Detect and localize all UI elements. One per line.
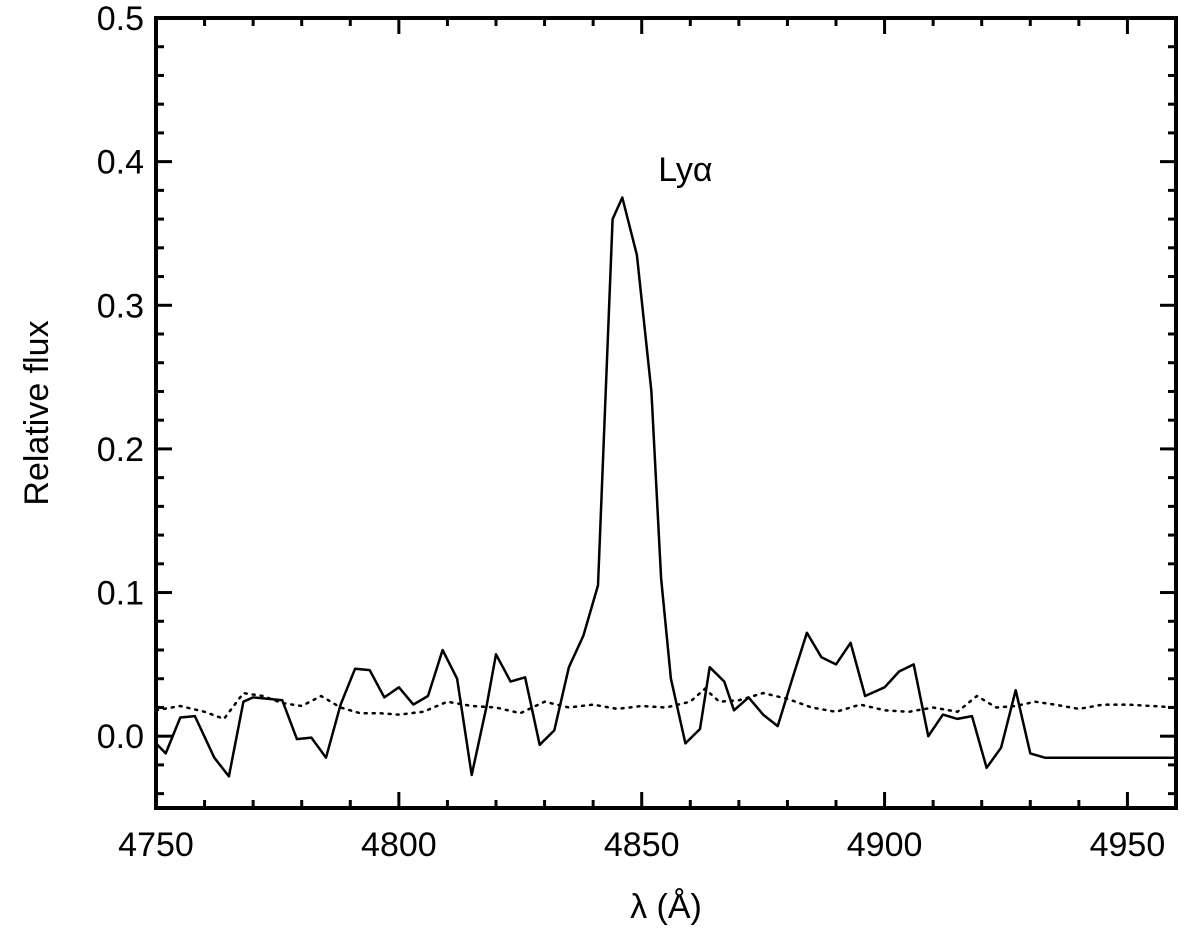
x-tick-label: 4800 [361,826,437,864]
y-tick-label: 0.2 [97,431,144,469]
y-tick-label: 0.1 [97,575,144,613]
plot-frame [154,16,1178,810]
x-tick-label: 4750 [118,826,194,864]
y-tick-label: 0.4 [97,144,144,182]
x-tick-label: 4850 [604,826,680,864]
plot-area [154,196,1178,778]
flux-spectrum-line [155,196,1176,778]
y-tick-label: 0.3 [97,287,144,325]
axis-tick-labels: 4750 4800 4850 4900 4950 0.0 0.1 0.2 0.3 0.4 0.5 [97,0,1166,864]
x-axis-label: λ (Å) [630,888,702,926]
noise-dotted-line [154,687,1178,721]
lya-annotation: Lyα [658,151,712,189]
y-tick-label: 0.5 [97,0,144,38]
y-tick-label: 0.0 [97,718,144,756]
x-tick-label: 4950 [1090,826,1166,864]
y-axis-label: Relative flux [18,320,56,505]
x-tick-label: 4900 [847,826,923,864]
axis-ticks [154,16,1178,808]
